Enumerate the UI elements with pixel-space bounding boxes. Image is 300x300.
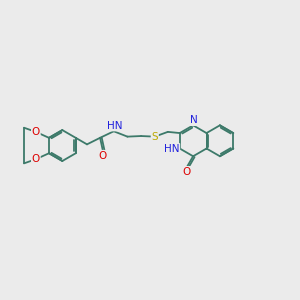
Text: HN: HN (107, 121, 122, 130)
Text: N: N (190, 115, 197, 125)
Text: S: S (152, 132, 158, 142)
Text: O: O (32, 127, 40, 137)
Text: O: O (32, 154, 40, 164)
Text: O: O (182, 167, 190, 177)
Text: O: O (98, 151, 106, 160)
Text: HN: HN (164, 144, 179, 154)
